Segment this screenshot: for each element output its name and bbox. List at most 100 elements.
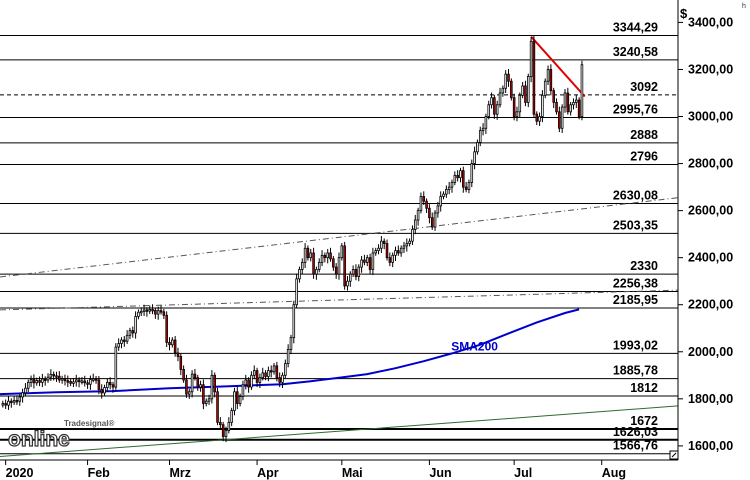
candle-body	[507, 73, 510, 82]
candle-body	[137, 311, 140, 317]
candle-body	[63, 378, 67, 382]
candle-body	[391, 254, 394, 263]
y-tick-label: 3200,00	[688, 62, 733, 76]
candle-body	[272, 365, 276, 373]
candle-body	[357, 266, 361, 277]
candle-body	[120, 339, 123, 344]
candle-body	[377, 247, 380, 252]
candle-body	[292, 304, 296, 339]
candle-body	[456, 174, 459, 179]
candle-body	[439, 196, 442, 207]
level-label: 2630,08	[613, 189, 658, 203]
sma200-label: SMA200	[451, 340, 498, 354]
candle-body	[541, 94, 544, 117]
level-label: 1672	[630, 414, 658, 428]
candle-body	[10, 400, 13, 404]
y-tick-label: 2000,00	[688, 345, 733, 359]
candle-body	[295, 278, 298, 306]
candle-body	[555, 102, 558, 113]
trend-line-mid-channel	[0, 289, 679, 311]
level-label: 1993,02	[613, 338, 658, 352]
candle-body	[320, 254, 324, 263]
level-label: 2330	[630, 259, 658, 273]
candle-body	[577, 99, 581, 117]
candle-body	[337, 257, 341, 275]
candle-body	[349, 273, 352, 282]
y-tick-label: 2800,00	[688, 157, 733, 171]
candle-body	[286, 349, 290, 364]
candle-body	[462, 170, 465, 188]
candle-body	[334, 266, 338, 275]
level-label: 3240,58	[613, 45, 658, 59]
candle-body	[326, 252, 329, 259]
candle-body	[365, 257, 369, 263]
level-label: 1885,78	[613, 364, 658, 378]
candle-body	[60, 378, 64, 381]
trend-line-resistance	[530, 35, 586, 98]
candle-body	[221, 424, 225, 437]
candle-body	[100, 389, 103, 394]
candle-body	[267, 370, 270, 377]
level-labels: 3344,29 3240,58 3092 2995,76 2888 2796 2630,08…	[613, 21, 658, 453]
candle-body	[518, 94, 522, 113]
candle-body	[165, 314, 168, 343]
candle-body	[397, 250, 400, 254]
tradesignal-logo: Tradesignal®online	[7, 419, 114, 452]
x-tick-label: 2020	[6, 466, 34, 480]
candle-body	[123, 339, 126, 342]
candle-body	[481, 127, 485, 132]
x-tick-label: Mai	[342, 466, 363, 480]
candle-body	[493, 97, 496, 115]
level-label: 1812	[630, 381, 658, 395]
candles	[1, 36, 584, 443]
candle-body	[281, 374, 284, 383]
candle-body	[227, 421, 231, 431]
candle-body	[139, 310, 143, 314]
brand-big-text: online	[8, 428, 70, 451]
candle-body	[532, 40, 536, 115]
horizontal-levels	[0, 35, 678, 455]
candle-body	[171, 339, 174, 346]
candle-body	[419, 196, 423, 212]
candle-body	[363, 259, 366, 263]
candle-body	[142, 309, 146, 312]
candle-body	[278, 377, 281, 383]
candle-body	[264, 372, 267, 377]
candle-body	[255, 370, 259, 383]
sma-line: SMA200	[0, 308, 580, 396]
candle-body	[176, 352, 180, 357]
x-tick-label: Jun	[429, 466, 451, 480]
candle-body	[535, 113, 539, 122]
candle-body	[323, 254, 327, 259]
level-label: 2503,35	[613, 218, 658, 232]
x-tick-label: Apr	[257, 466, 279, 480]
candle-body	[24, 387, 27, 394]
candle-body	[478, 130, 482, 143]
candle-body	[470, 163, 474, 183]
candle-body	[354, 269, 358, 277]
candle-body	[72, 381, 75, 384]
candle-body	[236, 391, 239, 404]
candle-body	[340, 245, 344, 259]
candle-body	[558, 111, 561, 129]
candle-body	[66, 380, 70, 383]
candle-body	[442, 193, 445, 197]
level-label: 2995,76	[613, 103, 658, 117]
x-tick-label: Feb	[88, 466, 111, 480]
candle-body	[351, 269, 355, 275]
candle-body	[343, 245, 346, 287]
candle-body	[89, 379, 92, 385]
candle-body	[97, 379, 101, 390]
candle-body	[289, 337, 293, 350]
candle-body	[207, 398, 211, 402]
candle-body	[230, 410, 233, 423]
candle-body	[546, 69, 550, 82]
candle-body	[1, 403, 5, 406]
candle-body	[467, 181, 471, 190]
candle-body	[552, 90, 555, 103]
candle-body	[233, 391, 236, 411]
candle-body	[187, 391, 191, 395]
candle-body	[538, 116, 541, 122]
candle-body	[185, 379, 188, 395]
